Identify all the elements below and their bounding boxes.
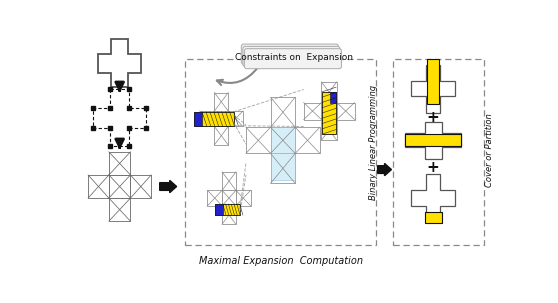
- Bar: [214, 111, 228, 126]
- Polygon shape: [98, 39, 141, 87]
- Bar: [236, 190, 251, 206]
- Bar: [109, 152, 131, 175]
- Bar: [222, 206, 236, 224]
- Bar: [88, 175, 109, 198]
- Bar: [271, 127, 295, 153]
- Bar: [330, 92, 336, 103]
- Bar: [194, 112, 202, 126]
- FancyBboxPatch shape: [243, 46, 340, 66]
- Text: Maximal Expansion  Computation: Maximal Expansion Computation: [199, 256, 363, 266]
- Text: +: +: [427, 160, 439, 175]
- Text: Constraints on  Expansion: Constraints on Expansion: [235, 53, 353, 62]
- Bar: [321, 82, 337, 103]
- Bar: [295, 127, 320, 153]
- Polygon shape: [94, 89, 146, 146]
- Bar: [214, 126, 228, 145]
- Bar: [214, 93, 228, 111]
- Text: +: +: [427, 111, 439, 125]
- Polygon shape: [405, 122, 461, 159]
- Bar: [215, 204, 223, 215]
- Bar: [322, 92, 336, 134]
- Bar: [321, 103, 337, 119]
- Bar: [215, 204, 240, 215]
- Bar: [427, 59, 439, 104]
- FancyBboxPatch shape: [244, 49, 341, 69]
- Bar: [109, 198, 131, 221]
- Polygon shape: [411, 174, 455, 222]
- Bar: [131, 175, 151, 198]
- Bar: [271, 97, 295, 127]
- FancyArrow shape: [160, 180, 177, 193]
- Bar: [271, 153, 295, 183]
- Bar: [271, 153, 295, 180]
- Bar: [425, 212, 441, 223]
- FancyArrow shape: [378, 163, 392, 176]
- Bar: [208, 190, 222, 206]
- Bar: [222, 172, 236, 190]
- Bar: [246, 127, 271, 153]
- Bar: [337, 103, 354, 119]
- Bar: [405, 134, 461, 146]
- FancyBboxPatch shape: [241, 44, 338, 64]
- Polygon shape: [411, 65, 455, 113]
- Bar: [393, 59, 484, 245]
- Bar: [194, 112, 234, 126]
- Bar: [200, 111, 214, 126]
- Text: Binary Linear Programming: Binary Linear Programming: [369, 85, 378, 200]
- Bar: [185, 59, 376, 245]
- Bar: [304, 103, 321, 119]
- Bar: [228, 111, 243, 126]
- Bar: [271, 127, 295, 153]
- Text: Cover or Partition: Cover or Partition: [485, 113, 494, 187]
- Bar: [321, 119, 337, 140]
- Bar: [109, 175, 131, 198]
- Bar: [222, 190, 236, 206]
